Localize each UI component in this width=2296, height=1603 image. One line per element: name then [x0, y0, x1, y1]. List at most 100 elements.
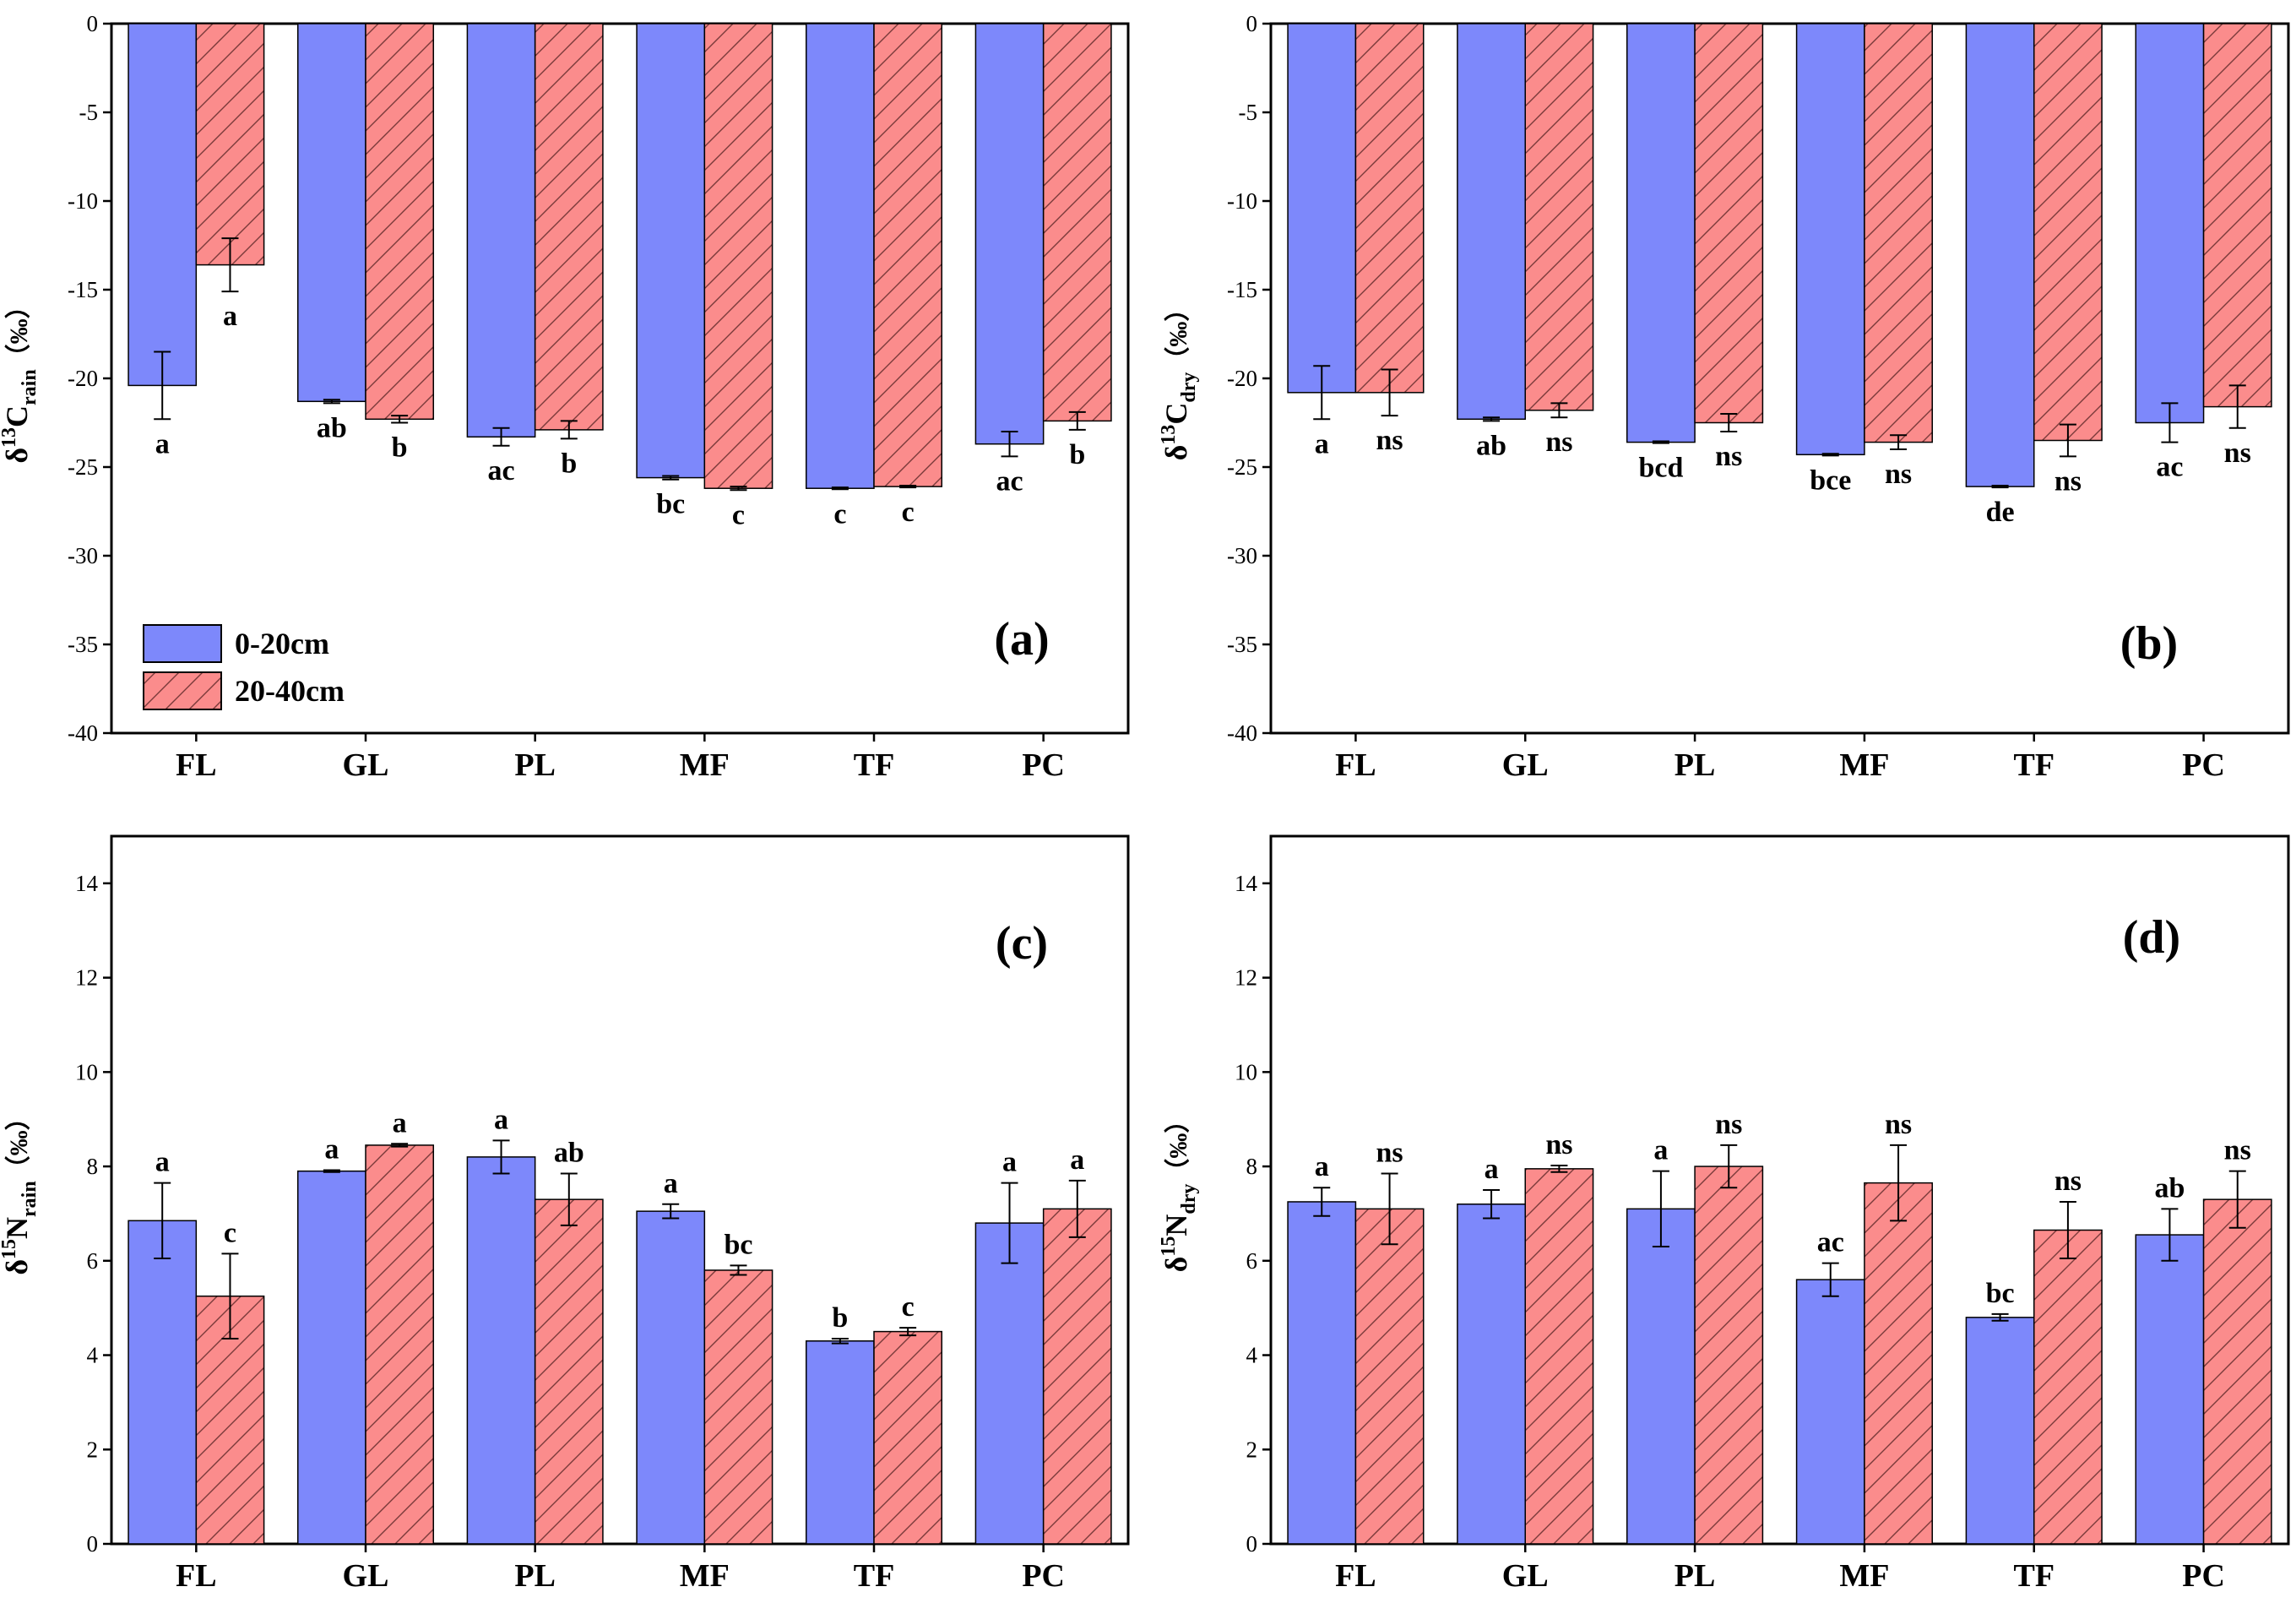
y-tick-label: -25	[1227, 454, 1257, 480]
panel-d-chart: 0 2 4 6 8 10 12 14 a ns FL a ns GL a ns PL ac ns MF bc ns TF ab…	[1158, 834, 2290, 1594]
bar-mf-20-40cm	[703, 23, 773, 489]
y-tick-label: -20	[68, 366, 98, 391]
bar-gl-0-20cm	[1457, 1204, 1526, 1545]
bar-tf-0-20cm	[1965, 1317, 2035, 1545]
significance-label: ns	[2054, 465, 2082, 497]
y-axis-label: δ13Cdry（‰）	[1158, 296, 1200, 461]
bar-pl-0-20cm	[466, 1156, 536, 1545]
bar-pl-0-20cm	[1626, 1208, 1696, 1545]
y-tick-label: 6	[1246, 1248, 1258, 1274]
y-tick-label: 6	[87, 1248, 99, 1274]
bar-pl-0-20cm	[1626, 23, 1696, 443]
x-tick-label-pc: PC	[1022, 1558, 1065, 1594]
significance-label: b	[392, 432, 408, 464]
y-tick-label: 8	[87, 1154, 99, 1179]
x-tick-label-gl: GL	[343, 1558, 389, 1594]
significance-label: a	[664, 1168, 678, 1199]
y-tick-label: 10	[1235, 1059, 1257, 1084]
significance-label: ab	[2154, 1172, 2185, 1204]
y-tick-label: -15	[68, 277, 98, 302]
bar-gl-0-20cm	[296, 23, 366, 403]
y-tick-label: -15	[1227, 277, 1257, 302]
y-tick-label: 2	[1246, 1437, 1258, 1462]
x-tick-label-tf: TF	[854, 747, 895, 783]
x-tick-label-tf: TF	[2013, 1558, 2054, 1594]
y-tick-label: -10	[1227, 188, 1257, 214]
significance-label: ac	[1817, 1227, 1844, 1258]
significance-label: a	[1653, 1135, 1668, 1166]
panel-b-chart: 0 -5 -10 -15 -20 -25 -30 -35 -40 a ns FL ab ns GL bcd ns…	[1158, 11, 2290, 783]
bar-mf-20-40cm	[703, 1269, 773, 1545]
bar-pc-20-40cm	[2202, 23, 2272, 408]
y-tick-label: -20	[1227, 366, 1257, 391]
x-tick-label-fl: FL	[1335, 1558, 1376, 1594]
y-tick-label: 14	[75, 871, 99, 896]
y-tick-label: -5	[79, 100, 99, 125]
x-tick-label-mf: MF	[1839, 747, 1889, 783]
bar-pc-0-20cm	[2135, 23, 2205, 424]
y-tick-label: -10	[68, 188, 98, 214]
x-tick-label-pc: PC	[2182, 1558, 2225, 1594]
x-tick-label-pl: PL	[514, 747, 556, 783]
legend-label-20-40cm: 20-40cm	[235, 674, 345, 708]
bar-tf-20-40cm	[873, 1330, 943, 1545]
y-tick-label: -40	[1227, 720, 1257, 746]
bar-pc-0-20cm	[974, 23, 1045, 445]
significance-label: b	[561, 448, 577, 479]
bar-fl-20-40cm	[1354, 1208, 1425, 1545]
bar-pl-20-40cm	[534, 1198, 604, 1545]
y-tick-label: 10	[75, 1059, 98, 1084]
significance-label: a	[1070, 1144, 1084, 1176]
significance-label: c	[902, 497, 915, 528]
significance-label: bcd	[1638, 453, 1683, 484]
significance-label: c	[732, 499, 745, 530]
significance-label: a	[1315, 428, 1329, 459]
significance-label: c	[224, 1217, 236, 1248]
x-tick-label-tf: TF	[854, 1558, 895, 1594]
significance-label: ns	[1885, 1109, 1912, 1140]
bar-gl-0-20cm	[296, 1170, 366, 1545]
significance-label: a	[155, 1147, 170, 1178]
bar-fl-0-20cm	[128, 23, 198, 387]
bar-fl-0-20cm	[128, 1220, 198, 1545]
plot-frame	[1269, 834, 2290, 1546]
y-tick-label: 8	[1246, 1154, 1258, 1179]
x-tick-label-pl: PL	[514, 1558, 556, 1594]
y-axis-label: δ15Ndry（‰）	[1158, 1108, 1200, 1273]
significance-label: ns	[1376, 1137, 1403, 1168]
significance-label: c	[902, 1291, 915, 1323]
significance-label: ab	[1476, 430, 1506, 461]
significance-label: a	[1485, 1154, 1499, 1185]
significance-label: bc	[724, 1229, 752, 1260]
y-tick-label: 0	[87, 1531, 99, 1557]
y-tick-label: -35	[1227, 632, 1257, 657]
significance-label: ns	[1376, 425, 1403, 456]
bar-mf-0-20cm	[636, 23, 706, 479]
x-tick-label-mf: MF	[680, 1558, 730, 1594]
y-tick-label: 4	[1246, 1343, 1258, 1368]
x-tick-label-fl: FL	[176, 747, 217, 783]
significance-label: a	[494, 1104, 508, 1135]
x-tick-label-pl: PL	[1675, 1558, 1716, 1594]
bar-fl-0-20cm	[1287, 1201, 1357, 1545]
bar-tf-20-40cm	[2033, 1229, 2103, 1545]
bar-gl-20-40cm	[365, 1144, 435, 1545]
significance-label: ns	[2224, 1135, 2251, 1166]
significance-label: ns	[2054, 1166, 2082, 1197]
bar-pl-20-40cm	[534, 23, 604, 431]
significance-label: bce	[1810, 465, 1851, 496]
y-tick-label: 2	[87, 1437, 99, 1462]
significance-label: ns	[1545, 1129, 1572, 1160]
bar-gl-20-40cm	[365, 23, 435, 421]
significance-label: bc	[656, 489, 685, 520]
y-tick-label: -25	[68, 454, 98, 480]
significance-label: a	[1315, 1151, 1329, 1182]
significance-label: ns	[2224, 437, 2251, 469]
significance-label: a	[393, 1107, 407, 1138]
panel-label: (a)	[994, 613, 1049, 666]
x-tick-label-fl: FL	[176, 1558, 217, 1594]
y-tick-label: 0	[87, 11, 99, 36]
bar-mf-0-20cm	[1795, 1279, 1865, 1545]
x-tick-label-gl: GL	[1502, 1558, 1549, 1594]
panel-label: (c)	[996, 917, 1048, 970]
